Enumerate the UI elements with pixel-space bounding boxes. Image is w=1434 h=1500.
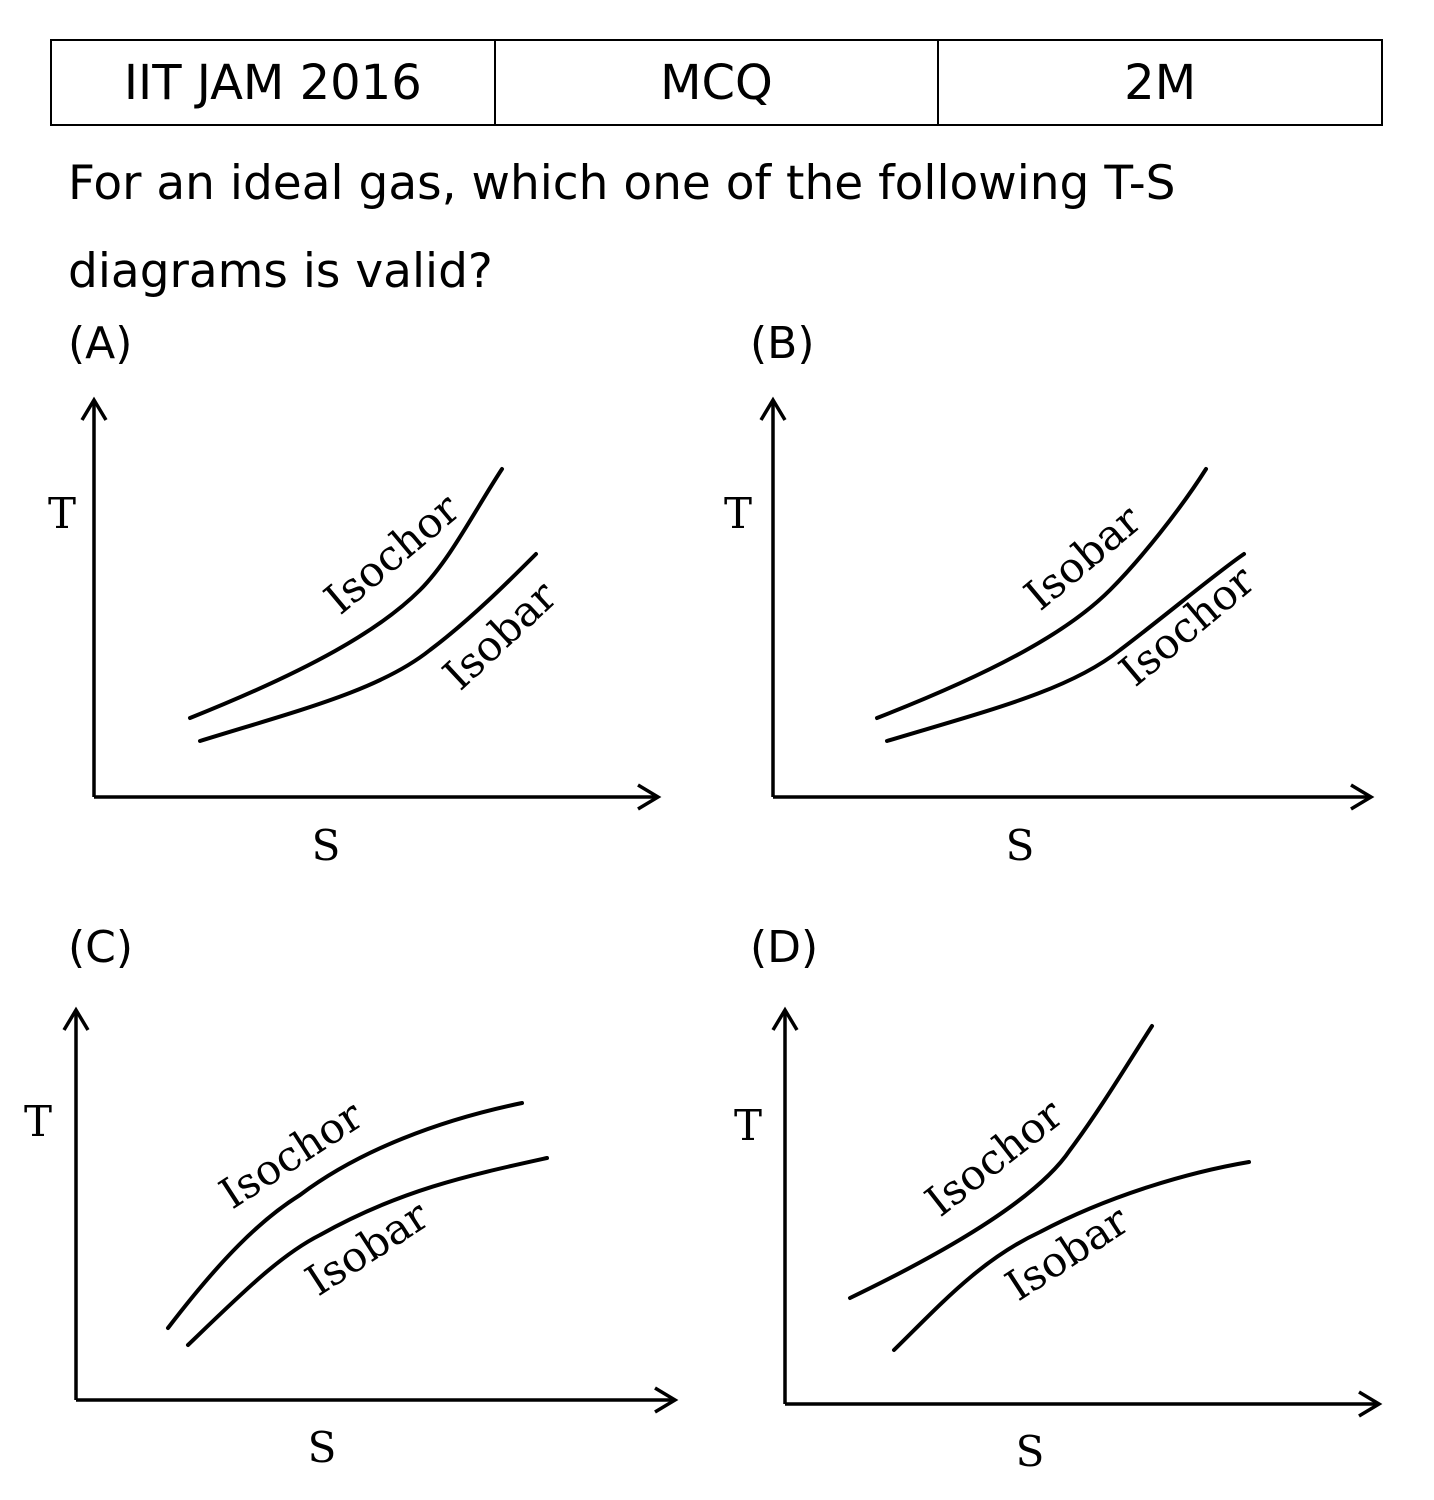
question-type-cell: MCQ: [493, 39, 940, 126]
option-d-axes: [771, 1006, 1383, 1418]
option-a-label: (A): [68, 318, 133, 369]
option-c-upper-curve: [166, 1101, 524, 1330]
option-b-lower-curve: [885, 552, 1246, 743]
option-b-upper-curve: [875, 467, 1208, 720]
option-c-lower-curve: [186, 1156, 549, 1347]
option-a-lower-curve: [198, 552, 538, 743]
option-d-x-axis-label: S: [1016, 1427, 1045, 1476]
question-header-table: IIT JAM 2016 MCQ 2M: [50, 39, 1383, 126]
option-a-upper-curve: [188, 467, 504, 720]
option-c-y-axis-label: T: [24, 1097, 52, 1146]
option-c-label: (C): [68, 922, 134, 973]
option-c-axes: [62, 1006, 679, 1414]
option-b-y-axis-label: T: [724, 489, 752, 538]
option-b-label: (B): [750, 318, 815, 369]
question-text: For an ideal gas, which one of the follo…: [68, 156, 1176, 299]
option-b-axes: [759, 396, 1375, 811]
option-a-axes: [80, 396, 662, 811]
option-d-label: (D): [750, 922, 819, 973]
option-d-lower-curve: [892, 1160, 1251, 1352]
option-a-y-axis-label: T: [48, 489, 76, 538]
option-b-x-axis-label: S: [1006, 821, 1035, 870]
exam-name-cell: IIT JAM 2016: [50, 39, 496, 126]
option-d-upper-curve: [848, 1024, 1154, 1300]
marks-cell: 2M: [937, 39, 1383, 126]
option-d-y-axis-label: T: [734, 1101, 762, 1150]
option-c-x-axis-label: S: [308, 1423, 337, 1472]
option-d-upper-curve-label: Isochor: [916, 1089, 1072, 1226]
option-d-lower-curve-label: Isobar: [997, 1195, 1138, 1310]
option-a-x-axis-label: S: [312, 821, 341, 870]
